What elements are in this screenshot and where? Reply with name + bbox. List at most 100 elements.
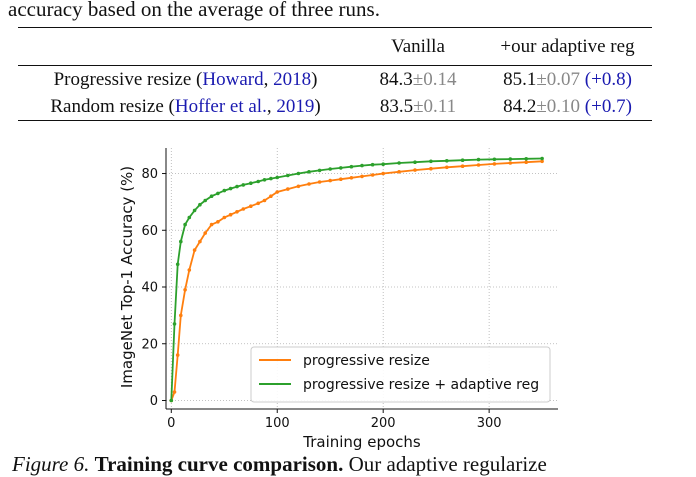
vanilla-std: ±0.11 <box>413 95 457 117</box>
ours-std: ±0.07 <box>536 68 581 90</box>
y-axis-label: ImageNet Top-1 Accuracy (%) <box>118 166 136 388</box>
data-point-0 <box>349 176 354 180</box>
data-point-1 <box>198 202 202 207</box>
citation-year-link[interactable]: 2018 <box>273 68 312 90</box>
data-point-1 <box>209 194 214 198</box>
data-point-1 <box>222 188 227 193</box>
data-point-0 <box>508 161 513 165</box>
data-point-1 <box>175 262 180 267</box>
series-line-0 <box>170 160 543 401</box>
data-point-0 <box>228 212 233 217</box>
data-point-1 <box>540 156 544 161</box>
data-point-0 <box>269 194 273 198</box>
data-point-1 <box>169 398 174 403</box>
data-point-0 <box>286 187 290 191</box>
data-point-0 <box>370 173 375 177</box>
data-point-1 <box>397 161 401 165</box>
data-point-0 <box>241 207 246 211</box>
citation-year-link[interactable]: 2019 <box>276 95 315 117</box>
method-name-end: ) <box>311 68 318 90</box>
table-row: Progressive resize (Howard, 2018) 84.3±0… <box>18 66 652 94</box>
data-point-0 <box>524 160 528 164</box>
data-point-0 <box>275 190 280 194</box>
data-point-0 <box>256 201 261 206</box>
data-point-1 <box>249 181 253 185</box>
x-tick-label: 0 <box>167 416 175 431</box>
data-point-0 <box>476 163 481 167</box>
data-point-1 <box>339 166 343 170</box>
y-tick-label: 80 <box>141 167 158 182</box>
data-point-1 <box>445 159 449 163</box>
gain-value: (+0.7) <box>584 95 632 117</box>
x-axis-label: Training epochs <box>302 433 421 451</box>
table-header-row: Vanilla +our adaptive reg <box>18 27 652 66</box>
table-cell-method: Random resize (Hoffer et al., 2019) <box>18 93 353 121</box>
data-point-1 <box>317 168 322 173</box>
table-cell-ours: 84.2±0.10 (+0.7) <box>483 93 652 121</box>
data-point-1 <box>508 157 513 161</box>
citation-link[interactable]: Hoffer et al. <box>174 95 267 117</box>
method-name: Progressive resize ( <box>53 68 203 90</box>
table-cell-vanilla: 84.3±0.14 <box>353 66 483 94</box>
data-point-0 <box>540 159 544 164</box>
data-point-1 <box>413 160 417 164</box>
data-point-0 <box>328 178 333 183</box>
data-point-1 <box>269 176 273 181</box>
table-cell-vanilla: 83.5±0.11 <box>353 93 483 121</box>
citation-separator: , <box>263 68 274 90</box>
table-row: Random resize (Hoffer et al., 2019) 83.5… <box>18 93 652 121</box>
data-point-0 <box>262 198 267 203</box>
figure-caption-text: Our adaptive regularize <box>348 452 547 476</box>
table-header-ours: +our adaptive reg <box>483 27 652 66</box>
data-point-0 <box>187 268 192 272</box>
data-point-1 <box>235 184 239 189</box>
data-point-1 <box>360 163 364 168</box>
ours-std: ±0.10 <box>536 95 581 117</box>
data-point-0 <box>209 222 214 227</box>
data-point-0 <box>429 166 433 171</box>
data-point-1 <box>286 173 290 178</box>
vanilla-std: ±0.14 <box>412 68 457 90</box>
data-point-0 <box>175 353 180 357</box>
figure-caption: Figure 6. Training curve comparison. Our… <box>12 452 547 477</box>
data-point-0 <box>249 204 253 208</box>
data-point-0 <box>183 288 187 292</box>
data-point-0 <box>216 220 220 224</box>
data-point-0 <box>172 390 177 394</box>
y-tick-label: 0 <box>150 394 158 409</box>
data-point-1 <box>370 162 375 167</box>
data-point-0 <box>413 168 417 172</box>
data-point-1 <box>429 159 433 164</box>
ours-value: 84.2 <box>503 95 537 117</box>
table-cell-method: Progressive resize (Howard, 2018) <box>18 66 353 94</box>
data-point-0 <box>203 231 207 235</box>
data-point-1 <box>203 198 207 203</box>
gain-value: (+0.8) <box>584 68 632 90</box>
citation-link[interactable]: Howard <box>202 68 264 90</box>
data-point-0 <box>339 177 343 181</box>
data-point-1 <box>262 178 267 182</box>
data-point-1 <box>275 175 280 180</box>
data-point-0 <box>307 182 311 186</box>
data-point-0 <box>317 180 322 184</box>
x-tick-label: 200 <box>371 416 396 431</box>
table-header-method <box>18 27 353 66</box>
chart-legend: progressive resize progressive resize + … <box>250 346 551 403</box>
data-point-0 <box>360 174 364 179</box>
data-point-1 <box>460 158 465 162</box>
intro-line: accuracy based on the average of three r… <box>8 0 380 21</box>
vanilla-value: 84.3 <box>379 68 413 90</box>
figure-label: Figure 6. <box>12 452 90 476</box>
method-name-end: ) <box>314 95 321 117</box>
data-point-1 <box>492 157 497 162</box>
data-point-1 <box>328 167 333 171</box>
data-point-1 <box>296 171 301 176</box>
data-point-1 <box>524 157 528 161</box>
x-tick-label: 300 <box>477 416 502 431</box>
data-point-0 <box>296 184 301 189</box>
data-point-0 <box>492 162 497 166</box>
data-point-0 <box>222 215 227 220</box>
data-point-1 <box>256 179 261 184</box>
y-tick-label: 60 <box>141 224 158 239</box>
data-point-1 <box>216 191 220 196</box>
